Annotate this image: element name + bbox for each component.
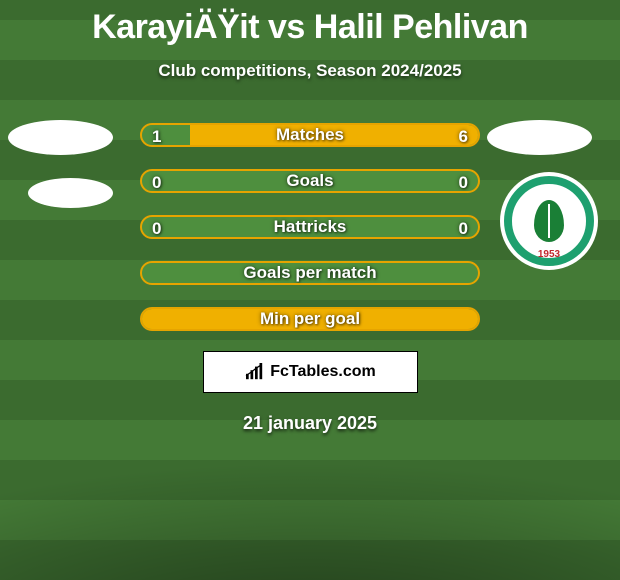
stat-bar-left-value: 0 [152,173,161,193]
watermark-label: FcTables.com [270,363,376,381]
stat-bar-left-value: 1 [152,127,161,147]
stat-bar: Matches16 [140,123,480,147]
stat-bars: Matches16Goals00Hattricks00Goals per mat… [0,123,620,331]
stat-bar-label: Goals per match [142,263,478,283]
snapshot-date: 21 january 2025 [0,413,620,434]
bar-chart-icon [244,363,266,381]
stat-bar-right-value: 0 [459,219,468,239]
stat-bar-right-value: 6 [459,127,468,147]
stat-bar-label: Hattricks [142,217,478,237]
season-subtitle: Club competitions, Season 2024/2025 [0,61,620,81]
stat-bar: Goals0 0 [140,169,480,193]
stat-bar-label: Goals [142,171,478,191]
stat-bar-right-fill [190,125,478,145]
stat-bar: Min per goal [140,307,480,331]
fctables-watermark: FcTables.com [203,351,418,393]
stat-bar: Goals per match [140,261,480,285]
page-title: KarayiÄŸit vs Halil Pehlivan [0,0,620,47]
stat-bar-right-fill [142,309,478,329]
stat-bar-left-value: 0 [152,219,161,239]
stat-bar-right-value: 0 [459,173,468,193]
stat-bar: Hattricks0 0 [140,215,480,239]
